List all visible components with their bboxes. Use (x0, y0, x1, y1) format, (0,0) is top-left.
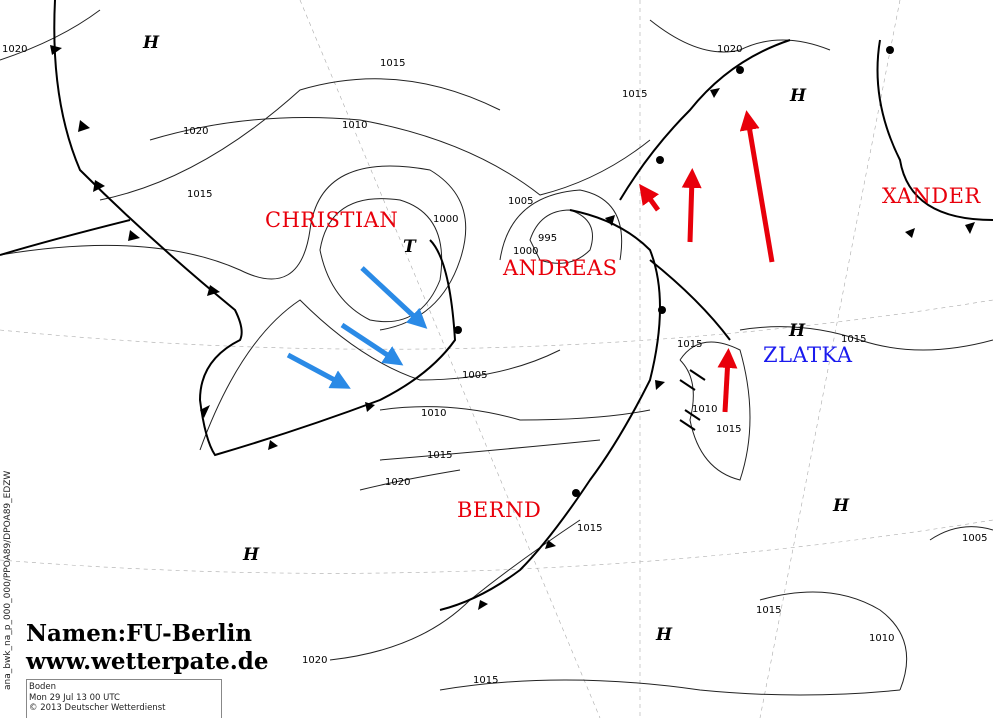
isobar-label: 995 (538, 233, 557, 244)
storm-name-christian: CHRISTIAN (265, 208, 399, 232)
red-arrow-icon (739, 110, 775, 263)
red-arrow-icon (681, 168, 702, 243)
product-code: ana_bwk_na_p_000_000/PPOA89/DPOA89_EDZW (3, 470, 13, 690)
isobars (0, 9, 993, 696)
isobar-label: 1015 (716, 424, 741, 435)
blue-arrow-icon (360, 266, 428, 329)
isobar-label: 1015 (577, 523, 602, 534)
wind-arrows-blue (286, 266, 428, 389)
wind-arrows-red (639, 110, 775, 413)
blue-arrow-icon (340, 322, 404, 366)
isobar-label: 1000 (433, 214, 458, 225)
isobar-label: 1005 (508, 196, 533, 207)
isobar-label: 1010 (342, 120, 367, 131)
isobar-label: 1005 (962, 533, 987, 544)
high-pressure-marker: H (142, 33, 160, 53)
isobar-label: 1020 (717, 44, 742, 55)
copyright-label: © 2013 Deutscher Wetterdienst (29, 703, 166, 713)
blue-arrow-icon (286, 352, 351, 389)
credit-names: Namen:FU-Berlin (26, 620, 253, 647)
red-arrow-icon (639, 183, 661, 212)
high-pressure-marker: H (789, 86, 807, 106)
isobar-label: 1005 (462, 370, 487, 381)
product-label: Boden (29, 682, 57, 692)
info-box: Boden Mon 29 Jul 13 00 UTC © 2013 Deutsc… (26, 679, 222, 718)
isobar-label: 1015 (677, 339, 702, 350)
high-pressure-marker: H (788, 321, 806, 341)
pressure-centers: H H H H H H T (142, 33, 850, 645)
red-arrow-icon (717, 348, 738, 413)
high-pressure-marker: H (832, 496, 850, 516)
isobar-label: 1010 (869, 633, 894, 644)
storm-name-andreas: ANDREAS (503, 256, 618, 280)
isobar-label: 1015 (187, 189, 212, 200)
high-pressure-marker: H (242, 545, 260, 565)
isobar-label: 1020 (183, 126, 208, 137)
storm-name-zlatka: ZLATKA (763, 343, 853, 367)
high-pressure-marker: H (655, 625, 673, 645)
isobar-label: 1020 (2, 44, 27, 55)
isobar-label: 1015 (756, 605, 781, 616)
isobar-label: 1015 (473, 675, 498, 686)
isobar-label: 1015 (427, 450, 452, 461)
isobar-label: 1020 (302, 655, 327, 666)
isobar-label: 1010 (692, 404, 717, 415)
isobar-label: 1020 (385, 477, 410, 488)
credit-website[interactable]: www.wetterpate.de (26, 648, 269, 675)
isobar-label: 1000 (513, 246, 538, 257)
isobar-label: 1015 (841, 334, 866, 345)
isobar-label: 1015 (622, 89, 647, 100)
storm-name-bernd: BERND (457, 498, 542, 522)
isobar-label: 1010 (421, 408, 446, 419)
fronts (0, 0, 993, 611)
low-pressure-marker: T (403, 237, 417, 257)
storm-name-xander: XANDER (882, 184, 981, 208)
isobar-labels: 1020 1015 1010 1020 1015 1000 995 1000 1… (2, 44, 987, 686)
isobar-label: 1015 (380, 58, 405, 69)
datetime-label: Mon 29 Jul 13 00 UTC (29, 692, 120, 703)
front-symbols (50, 45, 975, 610)
